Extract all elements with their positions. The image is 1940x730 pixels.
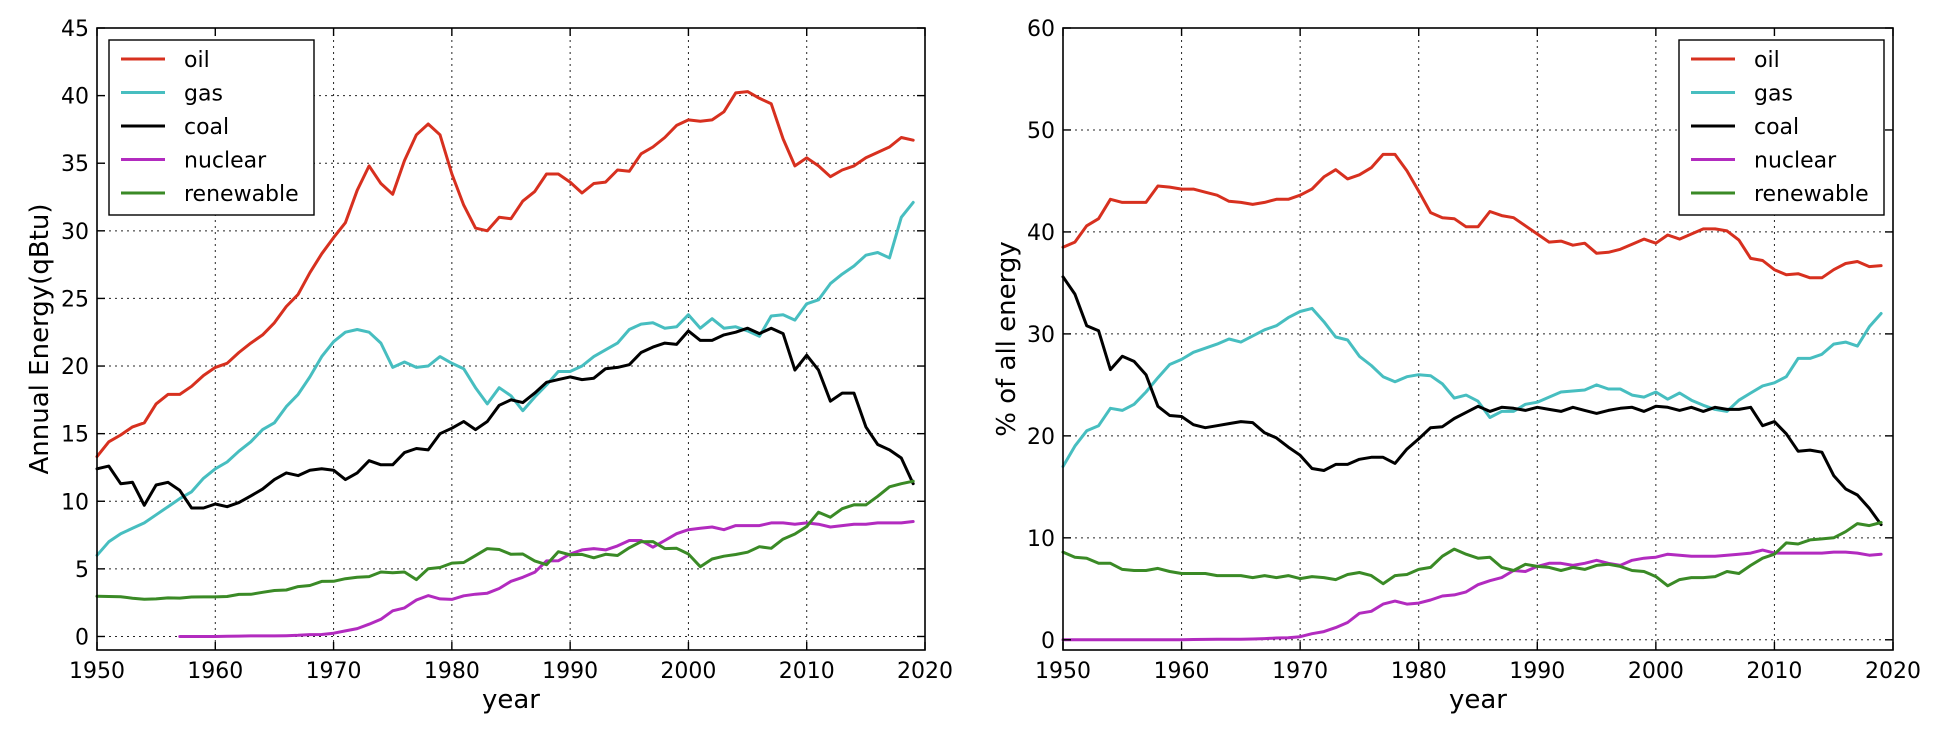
x-tick-label: 2010: [779, 659, 835, 684]
y-tick-label: 40: [1027, 221, 1055, 246]
x-tick-label: 1990: [542, 659, 598, 684]
y-tick-label: 50: [1027, 119, 1055, 144]
y-tick-label: 40: [61, 85, 89, 110]
series-line-nuclear: [178, 520, 915, 638]
x-tick-label: 1950: [1035, 659, 1091, 684]
x-axis-title: year: [482, 685, 540, 715]
legend-label-gas: gas: [1754, 82, 1793, 107]
y-axis-title: % of all energy: [992, 241, 1022, 437]
y-tick-label: 5: [75, 558, 89, 583]
legend-label-gas: gas: [184, 82, 223, 107]
x-tick-label: 1980: [424, 659, 480, 684]
x-tick-label: 2020: [1865, 659, 1921, 684]
y-tick-label: 15: [61, 423, 89, 448]
y-tick-label: 30: [1027, 323, 1055, 348]
legend-label-nuclear: nuclear: [184, 149, 267, 174]
y-tick-label: 45: [61, 17, 89, 42]
y-axis-title: Annual Energy(qBtu): [25, 204, 55, 475]
x-tick-label: 2000: [1628, 659, 1684, 684]
legend: oil gas coal nuclear renewable: [108, 39, 315, 216]
y-tick-label: 0: [1041, 629, 1055, 654]
series-line-nuclear: [1061, 548, 1883, 642]
series-line-coal: [1061, 275, 1883, 527]
y-tick-label: 0: [75, 625, 89, 650]
legend-label-coal: coal: [1754, 115, 1799, 140]
y-tick-label: 25: [61, 287, 89, 312]
x-tick-label: 2020: [897, 659, 953, 684]
legend-label-nuclear: nuclear: [1754, 149, 1837, 174]
series-line-coal: [95, 326, 915, 510]
chart-percent-energy: 1950 1960 1970 1980 1990 2000 2010 2020 0 10 20 30 4…: [992, 17, 1921, 715]
y-tick-label: 60: [1027, 17, 1055, 42]
legend-label-oil: oil: [1754, 48, 1780, 73]
plot-frame: [96, 27, 926, 651]
legend: oil gas coal nuclear renewable: [1678, 39, 1885, 216]
legend-label-coal: coal: [184, 115, 229, 140]
x-tick-label: 1960: [187, 659, 243, 684]
x-tick-label: 1970: [1272, 659, 1328, 684]
y-tick-label: 20: [1027, 425, 1055, 450]
series-line-gas: [95, 200, 915, 557]
series-line-gas: [1061, 306, 1883, 468]
y-tick-label: 30: [61, 220, 89, 245]
x-tick-label: 1950: [69, 659, 125, 684]
series-line-oil: [1061, 152, 1883, 280]
series-line-oil: [95, 90, 915, 459]
x-tick-label: 1960: [1154, 659, 1210, 684]
legend-label-renewable: renewable: [1754, 182, 1869, 207]
plot-frame: [1062, 27, 1894, 651]
x-tick-label: 1990: [1509, 659, 1565, 684]
x-axis-title: year: [1449, 685, 1507, 715]
y-tick-label: 10: [61, 490, 89, 515]
legend-label-oil: oil: [184, 48, 210, 73]
series-line-renewable: [1061, 521, 1883, 588]
y-tick-label: 20: [61, 355, 89, 380]
y-tick-label: 10: [1027, 527, 1055, 552]
legend-label-renewable: renewable: [184, 182, 299, 207]
series-line-renewable: [95, 479, 915, 601]
x-tick-label: 2010: [1746, 659, 1802, 684]
x-tick-label: 2000: [660, 659, 716, 684]
y-tick-label: 35: [61, 152, 89, 177]
chart-annual-energy: 1950 1960 1970 1980 1990 2000 2010 2020 0 5 10 15 20…: [25, 17, 953, 715]
x-tick-label: 1980: [1391, 659, 1447, 684]
x-tick-label: 1970: [306, 659, 362, 684]
